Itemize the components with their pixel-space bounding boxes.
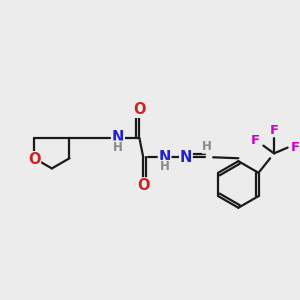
Text: F: F	[269, 124, 279, 136]
Text: O: O	[137, 178, 149, 193]
Text: H: H	[202, 140, 212, 153]
Text: H: H	[113, 141, 123, 154]
Text: N: N	[158, 150, 171, 165]
Text: O: O	[28, 152, 40, 167]
Text: N: N	[112, 130, 124, 146]
Text: F: F	[291, 141, 300, 154]
Text: N: N	[180, 150, 192, 165]
Text: H: H	[160, 160, 170, 173]
Text: O: O	[133, 102, 145, 117]
Text: F: F	[251, 134, 260, 147]
